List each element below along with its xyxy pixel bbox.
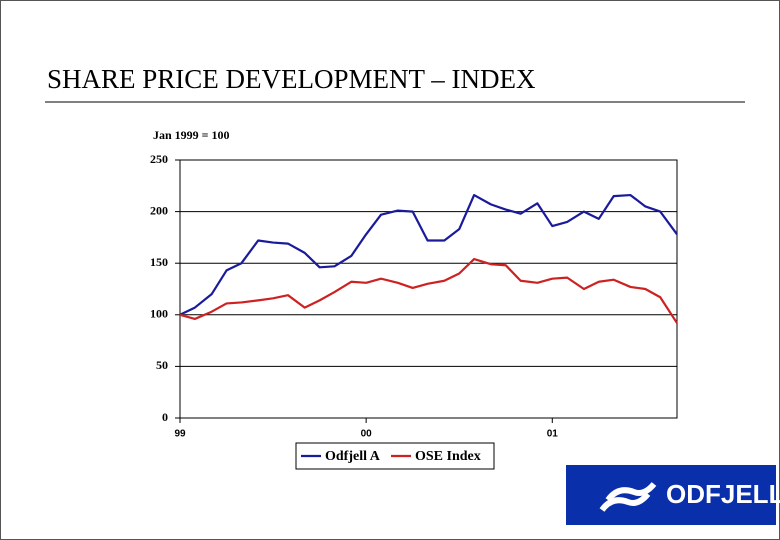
series-line [179,257,678,324]
y-tick-label: 0 [162,410,168,424]
y-tick-label: 50 [156,358,168,372]
y-tick-label: 250 [150,152,168,166]
slide-title: SHARE PRICE DEVELOPMENT – INDEX [47,64,536,94]
plot-area [179,159,678,419]
series-line [179,193,678,316]
logo-box [566,465,776,525]
logo-icon [599,482,657,512]
x-tick-label: 01 [547,429,559,440]
y-tick-label: 100 [150,307,168,321]
y-tick-label: 200 [150,203,168,217]
x-tick-label: 00 [361,429,373,440]
legend-label: OSE Index [415,449,481,464]
logo-text: ODFJELL [666,479,780,509]
legend-label: Odfjell A [325,449,381,464]
chart-subtitle: Jan 1999 = 100 [153,128,230,142]
y-tick-label: 150 [150,255,168,269]
x-tick-label: 99 [174,429,186,440]
